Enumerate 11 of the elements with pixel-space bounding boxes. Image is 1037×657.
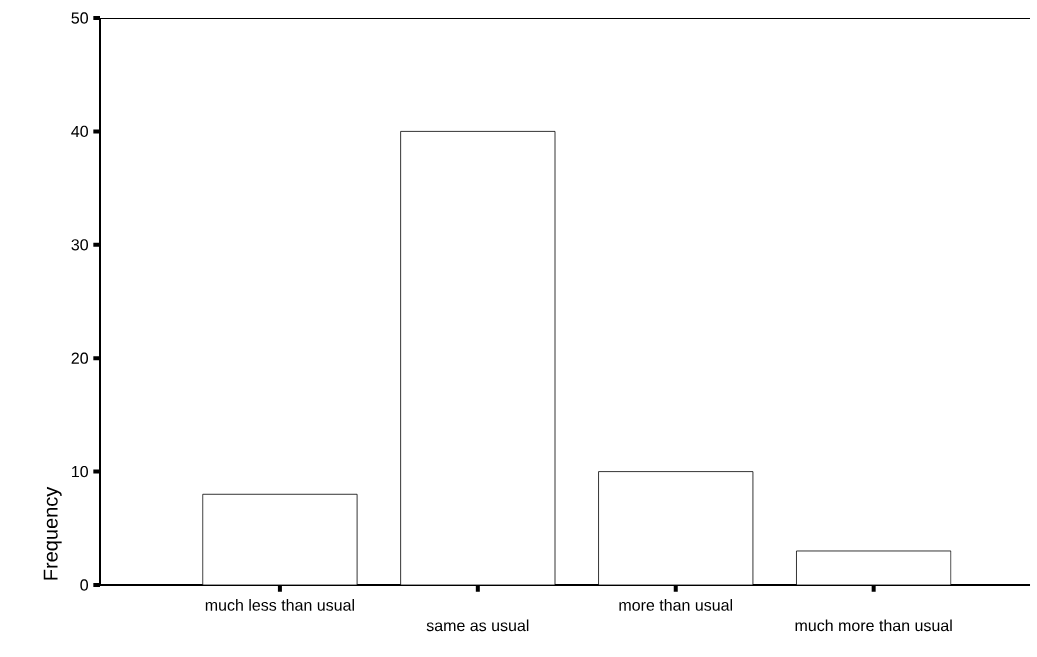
x-tick-label: much less than usual <box>205 599 354 611</box>
y-tick-label: 10 <box>72 465 89 478</box>
x-tick-label: much more than usual <box>795 619 952 632</box>
x-tick-label: same as usual <box>426 619 529 632</box>
y-axis-title: Frequency <box>43 486 62 580</box>
y-tick-label: 0 <box>80 579 89 591</box>
y-tick-label: 20 <box>71 352 89 364</box>
x-tick-label: more than usual <box>619 599 733 611</box>
y-tick-label: 50 <box>71 12 89 24</box>
y-tick-label: 30 <box>71 239 89 251</box>
y-tick-label: 40 <box>71 125 89 138</box>
